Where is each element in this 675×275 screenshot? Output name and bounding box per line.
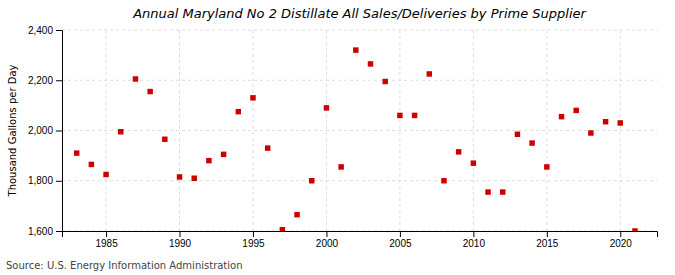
points (74, 47, 638, 231)
annotation: Source: U.S. Energy Information Administ… (6, 260, 243, 271)
x-axis-tick-mark (473, 231, 474, 237)
y-axis-tick-label: 1,600 (28, 226, 53, 237)
point (427, 71, 432, 76)
point (500, 189, 505, 194)
x-axis-tick-label: 2015 (536, 238, 559, 249)
x-axis-tick-mark (253, 231, 254, 237)
y-axis-tick-mark (56, 231, 62, 232)
grid-line-x (546, 30, 547, 231)
y-axis-tick: 2,000 (28, 125, 62, 136)
point (441, 178, 446, 183)
point (515, 132, 520, 137)
x-axis-tick-mark (547, 231, 548, 237)
title: Annual Maryland No 2 Distillate All Sale… (132, 6, 587, 21)
point (338, 164, 343, 169)
plot: 1985 1990 1995 2000 2005 2010 2015 2020 1,600 1,8… (28, 25, 658, 249)
point (191, 175, 196, 180)
x-axis-tick-mark (620, 231, 621, 237)
point (588, 130, 593, 135)
y-axis-tick: 2,400 (28, 25, 62, 36)
x-axis-tick-label: 1990 (169, 238, 192, 249)
point (368, 61, 373, 66)
grid-line-y (62, 30, 657, 31)
y-axis-tick-label: 2,000 (28, 125, 53, 136)
point (485, 189, 490, 194)
x-axis-tick: 2015 (536, 231, 559, 249)
x-axis-tick-mark (326, 231, 327, 237)
x-axis-tick-label: 2000 (316, 238, 339, 249)
point (632, 228, 637, 231)
x-axis: 1985 1990 1995 2000 2005 2010 2015 2020 (63, 231, 658, 249)
x-axis-tick-label: 2020 (610, 238, 633, 249)
point (118, 129, 123, 134)
y-axis-tick-label: 1,800 (28, 175, 53, 186)
point (456, 149, 461, 154)
point (573, 108, 578, 113)
y-axis-line (56, 31, 63, 232)
point (206, 158, 211, 163)
grid-line-y (62, 130, 657, 131)
y-axis-tick: 1,800 (28, 175, 62, 186)
y-axis-tick-mark (56, 30, 62, 31)
y-axis: 1,600 1,800 2,000 2,200 2,400 (28, 25, 63, 237)
x-axis-tick: 1985 (95, 231, 118, 249)
x-axis-tick-mark (106, 231, 107, 237)
point (324, 105, 329, 110)
y-axis-tick: 2,200 (28, 75, 62, 86)
point (471, 160, 476, 165)
point (221, 152, 226, 157)
point (382, 79, 387, 84)
y-axis-tick-mark (56, 80, 62, 81)
grid-line-x (252, 30, 253, 231)
x-axis-tick: 2005 (389, 231, 412, 249)
chart: 1985 1990 1995 2000 2005 2010 2015 2020 1,600 1,8… (0, 0, 675, 275)
point (250, 95, 255, 100)
x-axis-tick: 2020 (610, 231, 633, 249)
point (265, 145, 270, 150)
point (412, 113, 417, 118)
point (309, 178, 314, 183)
y-axis-tick-label: 2,200 (28, 75, 53, 86)
point (74, 150, 79, 155)
point (103, 172, 108, 177)
point (544, 164, 549, 169)
y-axis-label: Thousand Gallons per Day (7, 64, 18, 197)
point (133, 76, 138, 81)
point (397, 113, 402, 118)
x-axis-tick-mark (180, 231, 181, 237)
point (353, 47, 358, 52)
x-axis-tick-mark (400, 231, 401, 237)
x-axis-tick: 2010 (463, 231, 486, 249)
y-axis-tick-mark (56, 181, 62, 182)
x-axis-tick-label: 1985 (95, 238, 118, 249)
x-axis-tick-label: 2005 (389, 238, 412, 249)
grid (62, 30, 657, 231)
y-axis-tick-mark (56, 131, 62, 132)
grid-line-y (62, 180, 657, 181)
point (147, 89, 152, 94)
x-axis-tick: 2000 (316, 231, 339, 249)
point (89, 162, 94, 167)
x-axis-tick: 1995 (242, 231, 265, 249)
point (177, 174, 182, 179)
point (529, 140, 534, 145)
point (603, 119, 608, 124)
grid-line-y (62, 80, 657, 81)
y-axis-tick: 1,600 (28, 226, 62, 237)
x-axis-line (63, 232, 658, 238)
x-axis-tick-label: 1995 (242, 238, 265, 249)
x-axis-tick: 1990 (169, 231, 192, 249)
grid-line-x (179, 30, 180, 231)
point (162, 137, 167, 142)
y-axis-tick-label: 2,400 (28, 25, 53, 36)
point (559, 114, 564, 119)
point (294, 212, 299, 217)
grid-line-x (473, 30, 474, 231)
x-axis-tick-label: 2010 (463, 238, 486, 249)
point (236, 109, 241, 114)
point (280, 227, 285, 231)
point (618, 120, 623, 125)
